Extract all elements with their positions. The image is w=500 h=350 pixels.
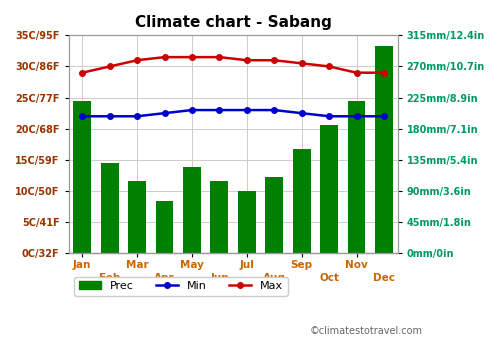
Bar [210,181,228,253]
Legend: Prec, Min, Max: Prec, Min, Max [74,277,288,296]
Bar [128,181,146,253]
Title: Climate chart - Sabang: Climate chart - Sabang [134,15,332,30]
Bar [293,149,310,253]
Bar [375,46,393,253]
Bar [156,201,174,253]
Text: ©climatestotravel.com: ©climatestotravel.com [310,326,423,336]
Bar [183,167,201,253]
Bar [101,163,118,253]
Bar [238,191,256,253]
Bar [74,101,91,253]
Bar [320,125,338,253]
Bar [348,101,366,253]
Bar [266,177,283,253]
